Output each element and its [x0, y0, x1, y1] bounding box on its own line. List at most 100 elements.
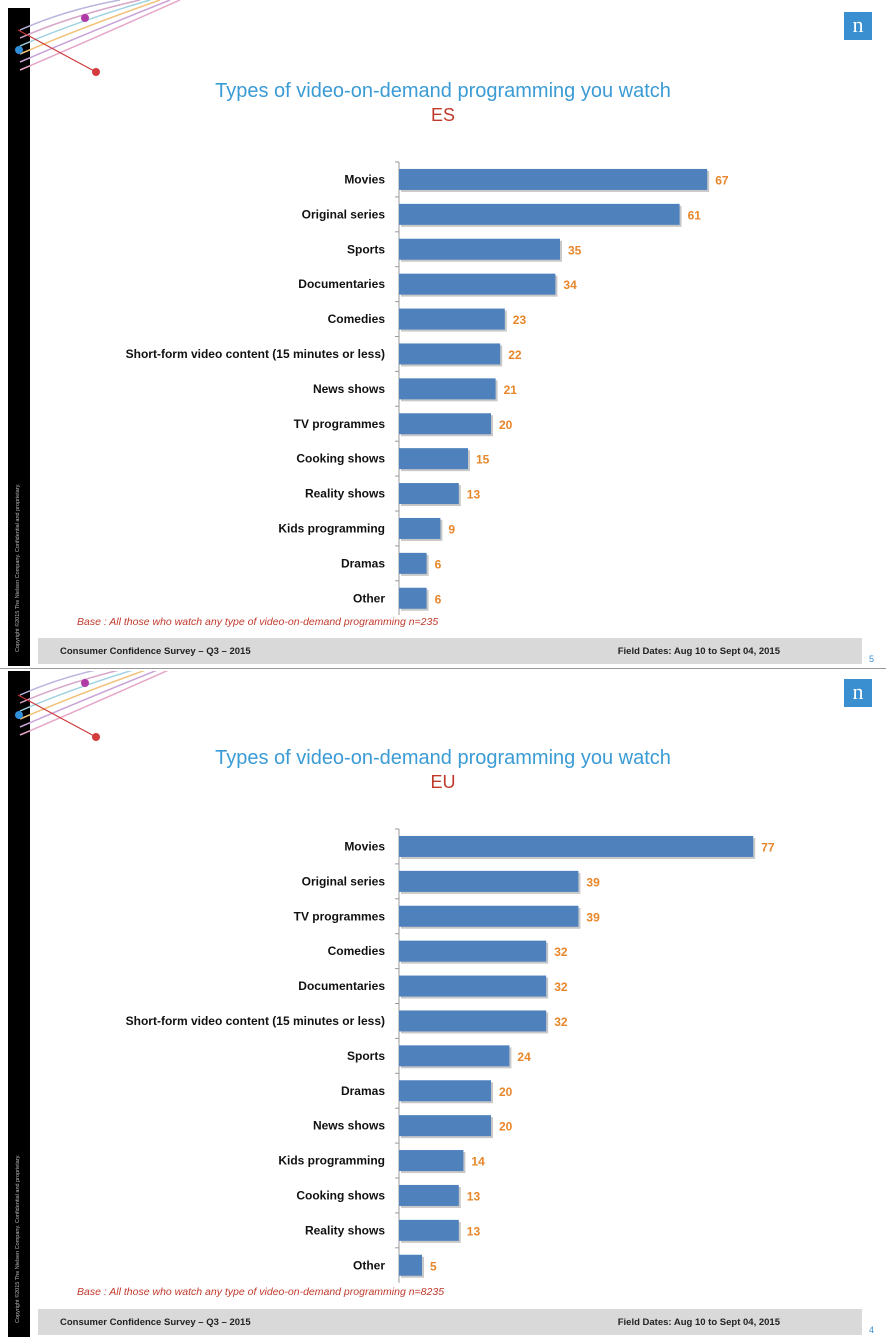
footer-field-dates: Field Dates: Aug 10 to Sept 04, 2015	[618, 1317, 780, 1328]
bar	[399, 1115, 491, 1136]
nielsen-logo: n	[844, 679, 872, 707]
bar	[399, 204, 680, 225]
category-label: Dramas	[341, 556, 385, 570]
bar	[399, 309, 505, 330]
value-label: 9	[448, 522, 455, 536]
value-label: 20	[499, 418, 513, 432]
category-label: Sports	[347, 1049, 385, 1063]
bar	[399, 941, 546, 962]
value-label: 77	[761, 840, 775, 854]
value-label: 20	[499, 1120, 513, 1134]
category-label: Movies	[344, 839, 385, 853]
footer-bar: Consumer Confidence Survey – Q3 – 2015 F…	[38, 638, 862, 664]
copyright-text: Copyright ©2015 The Nielsen Company. Con…	[8, 458, 30, 658]
bar-chart-eu: Movies 77 Original series 39 TV programmes 39…	[40, 821, 840, 1306]
category-label: Cooking shows	[296, 1188, 385, 1202]
category-label: Kids programming	[278, 1154, 385, 1168]
bar	[399, 274, 555, 295]
value-label: 32	[554, 1015, 568, 1029]
base-note: Base : All those who watch any type of v…	[77, 1286, 444, 1298]
chart-title: Types of video-on-demand programming you…	[0, 747, 886, 770]
category-label: Other	[353, 1258, 385, 1272]
category-label: Dramas	[341, 1084, 385, 1098]
category-label: Short-form video content (15 minutes or …	[126, 1014, 385, 1028]
category-label: TV programmes	[294, 909, 386, 923]
category-label: Kids programming	[278, 521, 385, 535]
base-note: Base : All those who watch any type of v…	[77, 616, 438, 628]
value-label: 67	[715, 173, 729, 187]
value-label: 24	[517, 1050, 531, 1064]
category-label: Documentaries	[298, 277, 385, 291]
bar	[399, 871, 578, 892]
bar	[399, 518, 440, 539]
category-label: Reality shows	[305, 487, 385, 501]
slide-divider	[0, 668, 886, 669]
category-label: News shows	[313, 1119, 385, 1133]
nielsen-logo: n	[844, 12, 872, 40]
category-label: Movies	[344, 172, 385, 186]
value-label: 22	[508, 348, 522, 362]
bar-chart-es: Movies 67 Original series 61 Sports 35 Documen…	[40, 155, 840, 615]
bar	[399, 343, 500, 364]
value-label: 21	[504, 383, 518, 397]
footer-bar: Consumer Confidence Survey – Q3 – 2015 F…	[38, 1309, 862, 1335]
bar	[399, 1150, 463, 1171]
footer-survey-name: Consumer Confidence Survey – Q3 – 2015	[60, 646, 251, 657]
bar	[399, 378, 496, 399]
category-label: Documentaries	[298, 979, 385, 993]
bar	[399, 1080, 491, 1101]
slide-eu: Copyright ©2015 The Nielsen Company. Con…	[0, 671, 886, 1337]
value-label: 14	[471, 1155, 485, 1169]
page-number: 4	[869, 1325, 874, 1335]
decorative-arcs-graphic	[0, 0, 200, 90]
category-label: Short-form video content (15 minutes or …	[126, 347, 385, 361]
category-label: Comedies	[328, 312, 386, 326]
value-label: 23	[513, 313, 527, 327]
bar	[399, 1010, 546, 1031]
category-label: Comedies	[328, 944, 386, 958]
bar	[399, 169, 707, 190]
bar	[399, 553, 427, 574]
bar	[399, 1255, 422, 1276]
value-label: 35	[568, 243, 582, 257]
category-label: Cooking shows	[296, 452, 385, 466]
bar	[399, 239, 560, 260]
category-label: Original series	[302, 207, 386, 221]
bar	[399, 1220, 459, 1241]
value-label: 61	[688, 208, 702, 222]
bar	[399, 976, 546, 997]
copyright-text: Copyright ©2015 The Nielsen Company. Con…	[8, 1129, 30, 1329]
value-label: 39	[586, 910, 600, 924]
footer-field-dates: Field Dates: Aug 10 to Sept 04, 2015	[618, 646, 780, 657]
value-label: 13	[467, 1224, 481, 1238]
chart-subtitle: ES	[0, 105, 886, 126]
category-label: Other	[353, 591, 385, 605]
value-label: 13	[467, 1189, 481, 1203]
bar	[399, 483, 459, 504]
bar	[399, 413, 491, 434]
value-label: 32	[554, 980, 568, 994]
value-label: 15	[476, 453, 490, 467]
bar	[399, 448, 468, 469]
category-label: Sports	[347, 242, 385, 256]
chart-subtitle: EU	[0, 772, 886, 793]
value-label: 32	[554, 945, 568, 959]
bar	[399, 906, 578, 927]
value-label: 5	[430, 1259, 437, 1273]
chart-title: Types of video-on-demand programming you…	[0, 80, 886, 103]
value-label: 6	[435, 592, 442, 606]
decorative-arcs-graphic	[0, 671, 200, 755]
bar	[399, 588, 427, 609]
page-number: 5	[869, 654, 874, 664]
category-label: Reality shows	[305, 1223, 385, 1237]
slide-es: Copyright ©2015 The Nielsen Company. Con…	[0, 0, 886, 666]
value-label: 39	[586, 875, 600, 889]
value-label: 34	[563, 278, 577, 292]
value-label: 20	[499, 1085, 513, 1099]
bar	[399, 1185, 459, 1206]
category-label: News shows	[313, 382, 385, 396]
category-label: TV programmes	[294, 417, 386, 431]
bar	[399, 1045, 509, 1066]
category-label: Original series	[302, 874, 386, 888]
footer-survey-name: Consumer Confidence Survey – Q3 – 2015	[60, 1317, 251, 1328]
